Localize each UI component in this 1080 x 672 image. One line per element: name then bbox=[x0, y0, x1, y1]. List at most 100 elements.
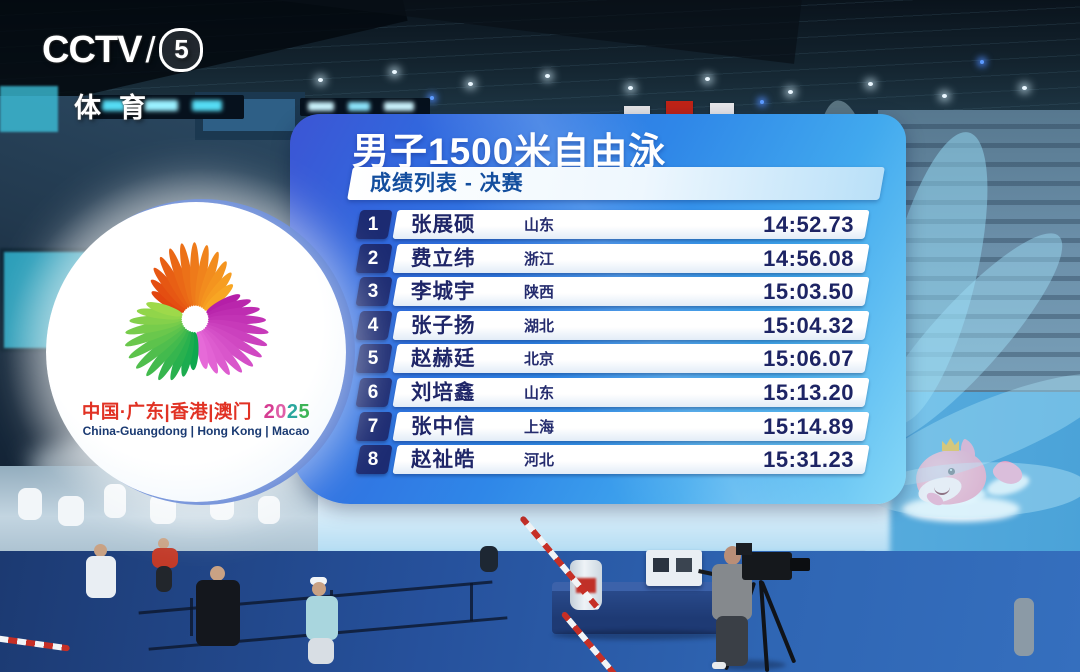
athlete-team: 北京 bbox=[524, 351, 555, 368]
person-cap bbox=[310, 577, 327, 585]
table-row: 2 费立纬 浙江 14:56.08 bbox=[355, 244, 870, 273]
result-time: 15:03.50 bbox=[763, 279, 854, 304]
led-ticker bbox=[300, 98, 430, 116]
athlete-name: 刘培鑫 bbox=[411, 381, 476, 404]
railing-post bbox=[470, 583, 473, 621]
truss-light bbox=[628, 86, 633, 90]
athlete-name: 赵祉皓 bbox=[411, 448, 476, 471]
athlete-name: 费立纬 bbox=[411, 247, 476, 270]
channel-number-badge: 5 bbox=[159, 28, 204, 72]
rank-number: 7 bbox=[367, 416, 379, 437]
truss-light bbox=[468, 82, 473, 86]
camera-viewfinder bbox=[736, 543, 752, 555]
logo-year-digit-3: 5 bbox=[298, 401, 311, 423]
mascot-eye-glint bbox=[950, 469, 952, 471]
led-ticker bbox=[92, 95, 244, 119]
channel-tagline: 体育 bbox=[74, 93, 164, 123]
athlete-team: 上海 bbox=[524, 419, 555, 436]
led-screen bbox=[0, 86, 58, 132]
athlete-team: 浙江 bbox=[524, 251, 555, 268]
person-dark bbox=[480, 546, 498, 572]
event-logo-text-en: China-Guangdong | Hong Kong | Macao bbox=[82, 424, 310, 438]
result-time: 14:56.08 bbox=[763, 246, 854, 271]
result-time: 15:13.20 bbox=[763, 380, 854, 405]
truss-light bbox=[705, 77, 710, 81]
logo-year-digit-0: 2 bbox=[263, 401, 276, 423]
rank-number: 3 bbox=[367, 281, 379, 302]
logo-year-digit-2: 2 bbox=[286, 401, 299, 423]
truss-light bbox=[942, 94, 947, 98]
person-dark bbox=[196, 580, 240, 646]
logo-cities: 中国·广东|香港|澳门 bbox=[81, 401, 252, 422]
rank-number: 4 bbox=[367, 315, 379, 336]
logo-year-digit-1: 0 bbox=[275, 401, 287, 423]
truss-light-blue bbox=[760, 100, 764, 104]
athlete-name: 张展硕 bbox=[411, 213, 476, 236]
pool-deck-floor bbox=[0, 551, 1080, 672]
fireworks-logo bbox=[125, 242, 269, 381]
truss-light bbox=[318, 78, 323, 82]
truss-light bbox=[868, 82, 873, 86]
results-subtitle-bar: 成绩列表 - 决赛 bbox=[347, 167, 885, 200]
timing-console bbox=[646, 550, 702, 586]
athlete-team: 山东 bbox=[524, 217, 555, 234]
event-logo-text-zh: 中国·广东|香港|澳门 2025 bbox=[56, 398, 336, 424]
result-time: 15:06.07 bbox=[763, 346, 854, 371]
athlete-name: 李城宇 bbox=[411, 280, 476, 303]
person-blue-shirt bbox=[306, 596, 338, 640]
person-legs bbox=[308, 638, 334, 664]
result-time: 14:52.73 bbox=[763, 212, 854, 237]
rank-number: 6 bbox=[367, 382, 379, 403]
table-row: 4 张子扬 湖北 15:04.32 bbox=[355, 311, 870, 340]
truss-light bbox=[545, 74, 550, 78]
table-row: 1 张展硕 山东 14:52.73 bbox=[355, 210, 870, 239]
mascot-mouth bbox=[934, 484, 950, 495]
table-row: 3 李城宇 陕西 15:03.50 bbox=[355, 277, 870, 306]
athlete-team: 河北 bbox=[524, 452, 555, 469]
china-flag bbox=[666, 101, 693, 117]
railing-post bbox=[190, 598, 193, 636]
person bbox=[210, 566, 225, 581]
camera-lens bbox=[790, 558, 810, 571]
rank-number: 5 bbox=[367, 348, 379, 369]
event-title: 男子1500米自由泳 bbox=[352, 131, 667, 172]
athlete-name: 张子扬 bbox=[411, 314, 476, 337]
athlete-team: 山东 bbox=[524, 385, 555, 402]
channel-name: CCTV bbox=[42, 28, 142, 71]
person bbox=[158, 538, 169, 549]
channel-logo: CCTV / 5 bbox=[42, 28, 204, 72]
truss-light bbox=[788, 90, 793, 94]
person-standing bbox=[1014, 598, 1034, 656]
athlete-team: 湖北 bbox=[524, 318, 555, 335]
rank-number: 8 bbox=[367, 449, 379, 470]
flag bbox=[710, 103, 734, 116]
result-time: 15:31.23 bbox=[763, 447, 854, 472]
person-legs bbox=[156, 566, 172, 592]
person-red-jacket bbox=[152, 548, 178, 568]
rank-number: 2 bbox=[367, 248, 379, 269]
table-row: 8 赵祉皓 河北 15:31.23 bbox=[355, 445, 870, 474]
person-white-shirt bbox=[86, 556, 116, 598]
mascot-eye bbox=[948, 468, 955, 475]
channel-slash: / bbox=[145, 29, 156, 70]
truss-light-blue bbox=[430, 96, 434, 100]
truss-light bbox=[1022, 86, 1027, 90]
results-subtitle: 成绩列表 - 决赛 bbox=[370, 172, 524, 195]
athlete-team: 陕西 bbox=[524, 284, 555, 301]
person bbox=[94, 544, 107, 557]
table-row: 5 赵赫廷 北京 15:06.07 bbox=[355, 344, 870, 373]
result-time: 15:14.89 bbox=[763, 414, 854, 439]
table-row: 6 刘培鑫 山东 15:13.20 bbox=[355, 378, 870, 407]
shoe bbox=[712, 662, 726, 669]
table-row: 7 张中信 上海 15:14.89 bbox=[355, 412, 870, 441]
truss-light-blue bbox=[980, 60, 984, 64]
person bbox=[312, 582, 326, 596]
tv-camera bbox=[742, 552, 792, 580]
athlete-name: 赵赫廷 bbox=[411, 347, 476, 370]
rank-number: 1 bbox=[367, 214, 379, 235]
athlete-name: 张中信 bbox=[411, 415, 476, 438]
truss-light bbox=[392, 70, 397, 74]
cameraman-legs bbox=[716, 616, 748, 666]
pink-dolphin-mascot bbox=[900, 438, 1040, 530]
